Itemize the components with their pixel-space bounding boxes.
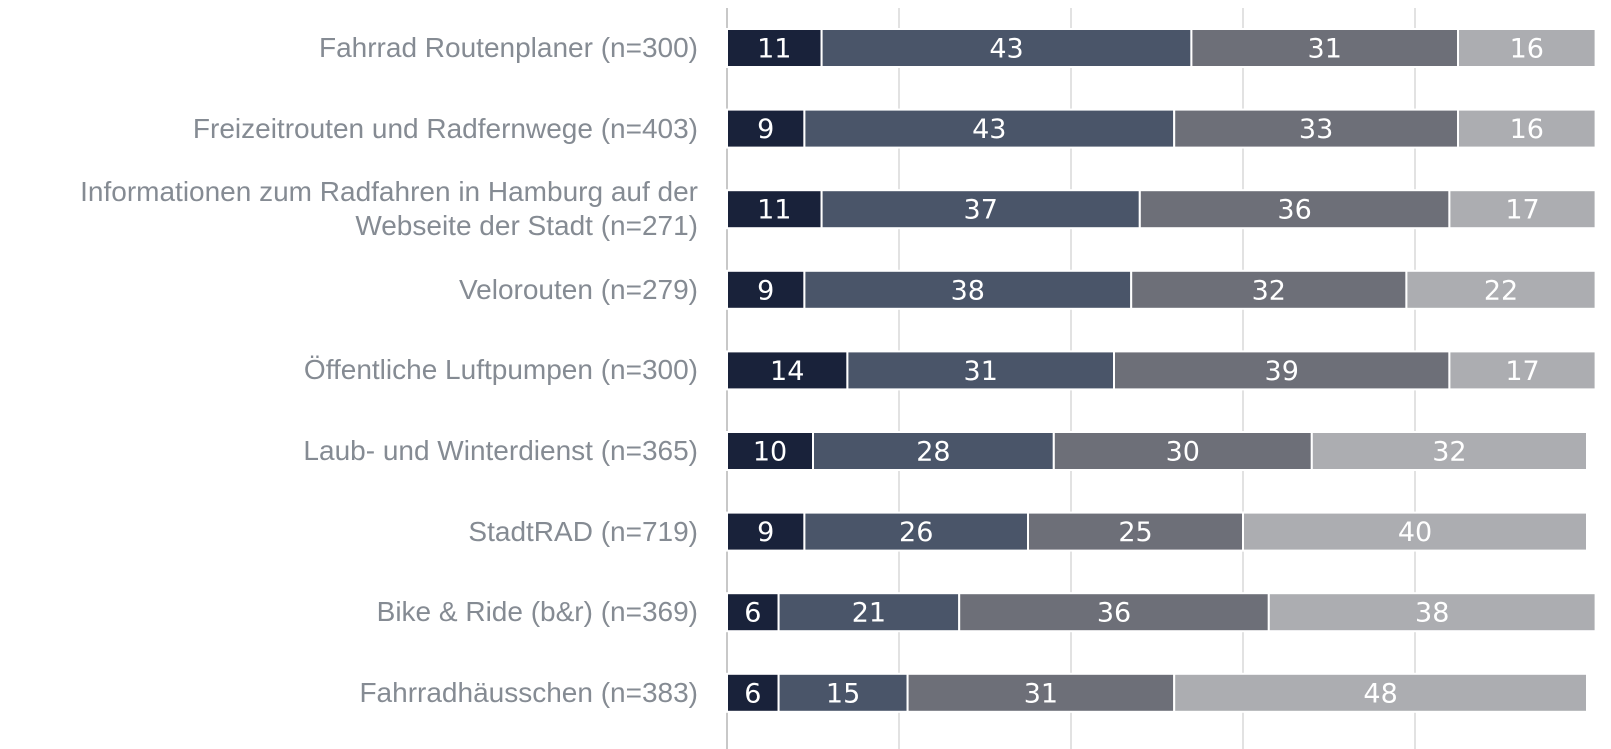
value-label: 9 [757,114,774,145]
value-label: 32 [1252,275,1286,306]
value-label: 25 [1118,517,1152,548]
bar-segment [846,350,1116,391]
category-label: Freizeitrouten und Radfernwege (n=403) [192,112,698,144]
value-label: 16 [1510,114,1544,145]
bar-segment [1448,189,1597,230]
bar-segment [777,592,961,633]
value-label: 31 [964,356,998,387]
value-label: 39 [1265,356,1299,387]
value-label: 6 [744,678,761,709]
bar-segment [1267,592,1597,633]
bar-segment [803,269,1133,310]
value-label: 43 [989,34,1023,65]
value-label: 14 [770,356,804,387]
value-label: 36 [1097,598,1131,629]
value-label: 33 [1299,114,1333,145]
bar-segment [1173,672,1588,713]
value-label: 38 [951,275,985,306]
value-label: 28 [916,437,950,468]
value-label: 48 [1363,678,1397,709]
bar-segment [1310,431,1589,471]
value-label: 6 [744,598,761,629]
value-label: 22 [1484,275,1518,306]
value-label: 21 [852,598,886,629]
bar-segment [1457,28,1597,68]
value-label: 9 [757,517,774,548]
value-label: 36 [1277,195,1311,226]
value-label: 43 [972,114,1006,145]
bar-segment [820,28,1193,68]
value-label: 16 [1510,34,1544,65]
value-label: 30 [1166,437,1200,468]
category-label: Bike & Ride (b&r) (n=369) [376,596,698,628]
value-label: 17 [1505,195,1539,226]
category-label: Öffentliche Luftpumpen (n=300) [303,354,698,386]
value-label: 37 [964,195,998,226]
value-label: 15 [826,678,860,709]
value-label: 32 [1432,437,1466,468]
bar-segment [1448,350,1597,391]
bar-segment [1457,108,1597,149]
category-label: Velorouten (n=279) [459,273,698,305]
bar-segment [726,511,806,552]
bar-segment [1052,431,1313,471]
category-label: Laub- und Winterdienst (n=365) [303,435,698,466]
bar-segment [726,592,780,633]
value-label: 17 [1505,356,1539,387]
bar-segment [726,269,806,310]
value-label: 40 [1398,517,1432,548]
value-label: 9 [757,275,774,306]
value-label: 31 [1024,678,1058,709]
category-label: Informationen zum Radfahren in Hamburg a… [80,176,698,242]
bar-segment [726,189,823,230]
value-label: 38 [1415,598,1449,629]
category-label: Fahrrad Routenplaner (n=300) [318,32,698,63]
value-label: 11 [757,34,791,65]
value-label: 11 [757,195,791,226]
category-label: StadtRAD (n=719) [468,515,698,547]
bar-segment [820,189,1141,230]
bar-segment [1405,269,1597,310]
bar-segment [777,672,909,713]
bar-segment [1173,108,1459,149]
category-label: Fahrradhäusschen (n=383) [359,676,698,708]
value-label: 10 [753,437,787,468]
bar-segment [958,592,1270,633]
bar-segment [803,108,1176,149]
value-label: 31 [1308,34,1342,65]
bar-segment [803,511,1030,552]
bar-segment [1138,189,1451,230]
bar-segment [1242,511,1588,552]
bar-segment [726,672,780,713]
value-label: 26 [899,517,933,548]
